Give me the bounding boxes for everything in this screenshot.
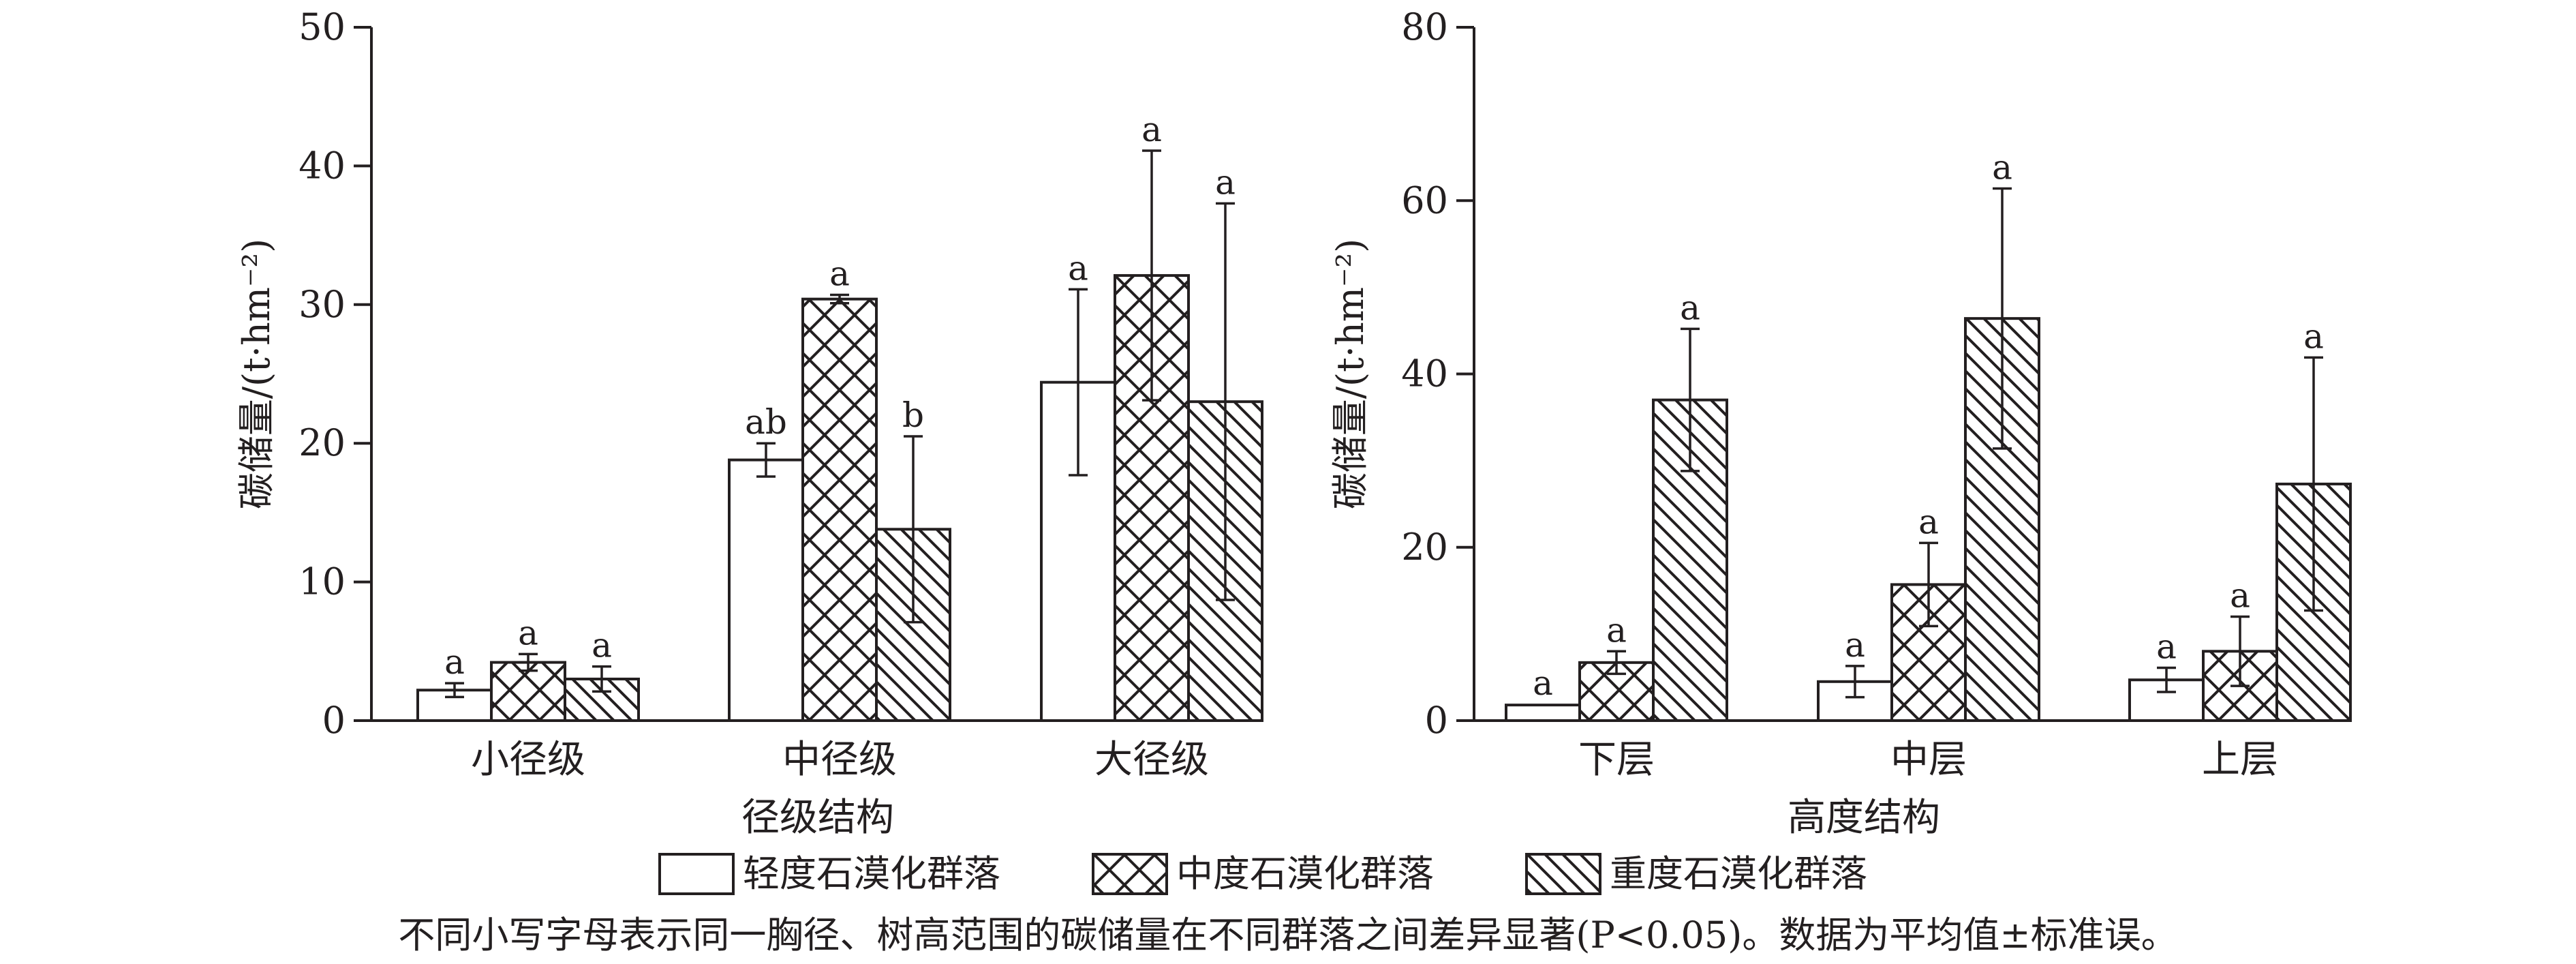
legend-swatch-moderate — [1092, 853, 1168, 895]
error-bar-crosshatch-2 — [2230, 615, 2250, 687]
y-tick-label-3: 60 — [1401, 179, 1448, 222]
bar-crosshatch-1 — [1890, 583, 1967, 722]
footnote: 不同小写字母表示同一胸径、树高范围的碳储量在不同群落之间差异显著(P<0.05)… — [398, 914, 2177, 957]
error-bar-crosshatch-0 — [1607, 650, 1626, 676]
chart-carbon-storage-by-height: a a a 下层 a a a 中层 a a a 上层 0 20 40 60 80 高度结构 碳储量/(t·hm⁻²) — [1329, 5, 2352, 840]
legend-label-light: 轻度石漠化群落 — [743, 852, 1000, 895]
x-tick-label-2: 大径级 — [1094, 738, 1209, 782]
bar-none-0 — [1505, 704, 1581, 723]
error-bar-diagonal-2 — [1216, 202, 1235, 601]
significance-letter-crosshatch-0: a — [518, 613, 538, 652]
legend-swatch-light — [658, 853, 735, 895]
y-tick-label-2: 40 — [1401, 352, 1448, 395]
y-tick-label-1: 10 — [298, 560, 346, 603]
y-tick-label-2: 20 — [298, 421, 346, 464]
significance-letter-crosshatch-1: a — [1918, 502, 1939, 541]
error-bar-crosshatch-1 — [1919, 541, 1938, 628]
y-tick-label-1: 20 — [1401, 526, 1448, 569]
significance-letter-none-2: a — [2156, 627, 2177, 666]
significance-letter-none-1: ab — [745, 402, 787, 442]
error-bar-none-2 — [2157, 666, 2176, 693]
y-tick-label-0: 0 — [1425, 699, 1448, 742]
y-tick-label-0: 0 — [322, 699, 346, 742]
error-bar-diagonal-2 — [2304, 356, 2323, 612]
significance-letter-crosshatch-1: a — [829, 254, 850, 294]
significance-letter-none-1: a — [1845, 625, 1865, 665]
bar-none-1 — [728, 458, 804, 722]
x-axis-title: 径级结构 — [741, 796, 894, 840]
legend-item-moderate: 中度石漠化群落 — [1092, 852, 1434, 895]
legend: 轻度石漠化群落 中度石漠化群落 重度石漠化群落 — [658, 852, 1867, 895]
significance-letter-diagonal-0: a — [1680, 288, 1700, 327]
x-tick-label-2: 上层 — [2202, 738, 2278, 782]
significance-letter-diagonal-2: a — [2303, 316, 2324, 356]
error-bar-diagonal-0 — [1681, 327, 1700, 472]
significance-letter-crosshatch-2: a — [1141, 110, 1162, 149]
error-bar-diagonal-1 — [1993, 187, 2012, 450]
y-tick-label-4: 80 — [1401, 5, 1448, 48]
significance-letter-none-2: a — [1068, 248, 1088, 288]
error-bar-none-2 — [1069, 288, 1088, 477]
bar-crosshatch-1 — [801, 297, 878, 722]
significance-letter-diagonal-1: a — [1992, 147, 2012, 187]
significance-letter-none-0: a — [1533, 663, 1553, 703]
x-tick-label-1: 中层 — [1890, 738, 1967, 782]
significance-letter-diagonal-1: b — [902, 395, 924, 435]
x-axis-title: 高度结构 — [1788, 796, 1940, 840]
legend-label-heavy: 重度石漠化群落 — [1610, 852, 1867, 895]
y-tick-label-3: 30 — [298, 283, 346, 326]
significance-letter-none-0: a — [444, 642, 465, 682]
x-tick-label-1: 中径级 — [782, 738, 897, 782]
y-tick-label-5: 50 — [298, 5, 346, 48]
legend-label-moderate: 中度石漠化群落 — [1176, 852, 1434, 895]
y-axis-title: 碳储量/(t·hm⁻²) — [235, 239, 278, 509]
error-bar-diagonal-1 — [904, 435, 923, 624]
significance-letter-diagonal-2: a — [1215, 162, 1236, 202]
x-tick-label-0: 小径级 — [471, 738, 585, 782]
y-tick-label-4: 40 — [298, 144, 346, 187]
legend-swatch-heavy — [1525, 853, 1601, 895]
x-tick-label-0: 下层 — [1578, 738, 1655, 782]
error-bar-crosshatch-1 — [830, 293, 849, 305]
significance-letter-crosshatch-2: a — [2230, 575, 2250, 615]
error-bar-diagonal-0 — [592, 665, 611, 693]
legend-item-light: 轻度石漠化群落 — [658, 852, 1000, 895]
significance-letter-diagonal-0: a — [592, 626, 612, 665]
y-axis-title: 碳储量/(t·hm⁻²) — [1329, 239, 1372, 509]
legend-item-heavy: 重度石漠化群落 — [1525, 852, 1867, 895]
significance-letter-crosshatch-0: a — [1606, 610, 1627, 650]
chart-carbon-storage-by-diameter: aa a小径级abab中径级aaa大径级01020304050径级结构碳储量/(t… — [235, 5, 1263, 840]
error-bar-crosshatch-0 — [519, 652, 538, 672]
error-bar-none-0 — [445, 682, 464, 699]
error-bar-none-1 — [756, 442, 776, 478]
error-bar-crosshatch-2 — [1142, 149, 1161, 402]
error-bar-none-1 — [1845, 665, 1865, 699]
